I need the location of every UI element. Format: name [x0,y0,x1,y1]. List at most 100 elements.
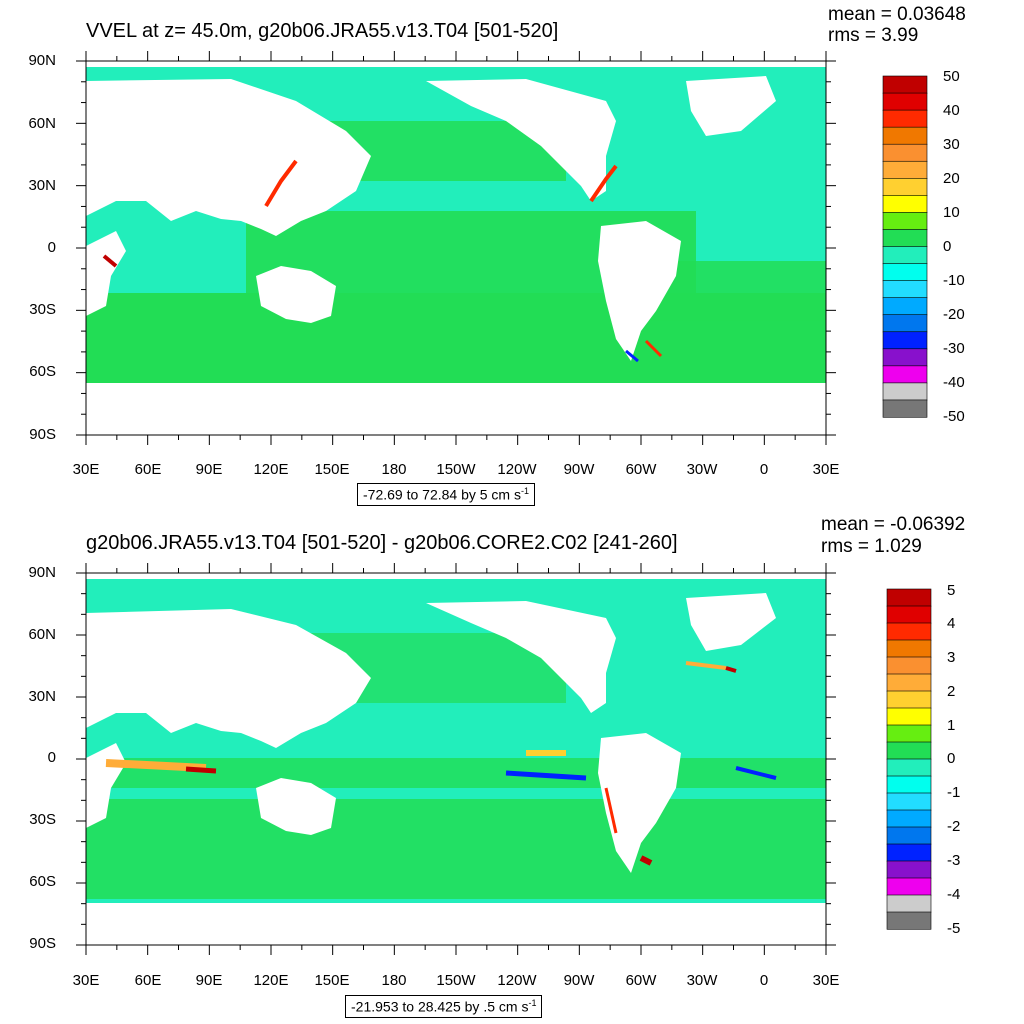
colorbar-swatch [882,365,928,384]
mean-stat: mean = 0.03648 [828,4,966,25]
southern-ocean-band [86,799,826,899]
lon-label: 60E [134,972,162,989]
lat-label: 0 [47,239,56,256]
colorbar-swatch [886,826,932,845]
rms-stat: rms = 3.99 [828,25,919,46]
colorbar-swatch [882,212,928,231]
colorbar-label: -3 [947,852,961,869]
lon-label: 90W [563,972,595,989]
lat-label: 60N [28,626,56,643]
colorbar-swatch [882,297,928,316]
panel-bottom: g20b06.JRA55.v13.T04 [501-520] - g20b06.… [0,512,1024,1024]
lat-label: 30S [29,301,56,318]
colorbar-swatch [882,75,928,94]
colorbar-swatch [882,178,928,196]
greenland-land [686,593,776,651]
colorbar-label: -10 [943,272,965,289]
map-plot [76,51,836,445]
arctic-land [86,573,826,579]
equatorial-band [86,758,826,788]
colorbar-swatch [882,160,928,179]
colorbar-swatch [882,143,928,162]
lat-label: 30S [29,811,56,828]
colorbar-swatch [886,792,932,811]
colorbar-label: 20 [943,170,960,187]
africa-land [86,231,126,316]
lat-label: 60S [29,363,56,380]
colorbar-label: -2 [947,818,961,835]
colorbar-label: -5 [947,920,961,937]
colorbar-label: 4 [947,615,956,632]
colorbar-label: -4 [947,886,961,903]
colorbar-swatch [886,588,932,607]
colorbar-swatch [886,894,932,913]
lon-label: 0 [759,461,769,478]
lon-label: 90E [195,972,223,989]
antarctica-land [86,903,826,945]
colorbar-label: -50 [943,408,965,425]
colorbar-swatch [886,758,932,777]
colorbar-label: 0 [943,238,952,255]
south-america-land [598,221,681,361]
lon-label: 180 [381,461,407,478]
lon-label: 30E [812,972,840,989]
rms-stat: rms = 1.029 [821,536,922,557]
colorbar-swatch [882,314,928,333]
colorbar-label: 10 [943,204,960,221]
colorbar-label: 50 [943,68,960,85]
australia-land [256,266,336,323]
south-america-land [598,733,681,873]
lon-label: 90W [563,461,595,478]
colorbar-swatch [886,656,932,675]
north-america-land [426,601,616,713]
colorbar-swatch [882,229,928,248]
colorbar-swatch [882,109,928,128]
colorbar-swatch [886,673,932,692]
colorbar-label: 30 [943,136,960,153]
map-plot [76,563,836,955]
colorbar-swatch [882,195,928,213]
panel-title: VVEL at z= 45.0m, g20b06.JRA55.v13.T04 [… [86,20,559,42]
lat-label: 90S [29,935,56,952]
mean-stat: mean = -0.06392 [821,514,966,535]
lon-label: 180 [381,972,407,989]
lat-label: 30N [28,688,56,705]
colorbar-label: 2 [947,683,956,700]
lon-label: 150E [314,461,350,478]
antarctica-land [86,390,826,435]
colorbar-swatch [882,263,928,282]
lat-label: 30N [28,177,56,194]
lon-label: 120E [253,461,289,478]
lon-label: 30E [72,461,100,478]
colorbar [882,75,928,418]
lon-label: 30E [812,461,840,478]
lat-label: 90N [28,52,56,69]
panel-title: g20b06.JRA55.v13.T04 [501-520] - g20b06.… [86,532,678,554]
colorbar-label: -30 [943,340,965,357]
colorbar-swatch [886,707,932,726]
colorbar-swatch [882,92,928,111]
lon-label: 0 [759,972,769,989]
colorbar-swatch [886,741,932,760]
colorbar [886,588,932,930]
lon-label: 60W [625,972,657,989]
colorbar-label: 0 [947,750,956,767]
colorbar-swatch [882,246,928,265]
lon-label: 120E [253,972,289,989]
lat-label: 60S [29,873,56,890]
colorbar-swatch [886,690,932,709]
colorbar-swatch [886,911,932,930]
eurasia-land [86,79,371,236]
australia-land [256,778,336,835]
colorbar-swatch [882,331,928,350]
colorbar-swatch [882,126,928,145]
lon-label: 30E [72,972,100,989]
lon-label: 60W [625,461,657,478]
lon-label: 150E [314,972,350,989]
colorbar-swatch [882,399,928,418]
colorbar-swatch [882,382,928,401]
lon-label: 90E [195,461,223,478]
colorbar-label: -1 [947,784,961,801]
lon-label: 30W [686,972,718,989]
contour-range-box: -72.69 to 72.84 by 5 cm s-1 [357,483,535,506]
